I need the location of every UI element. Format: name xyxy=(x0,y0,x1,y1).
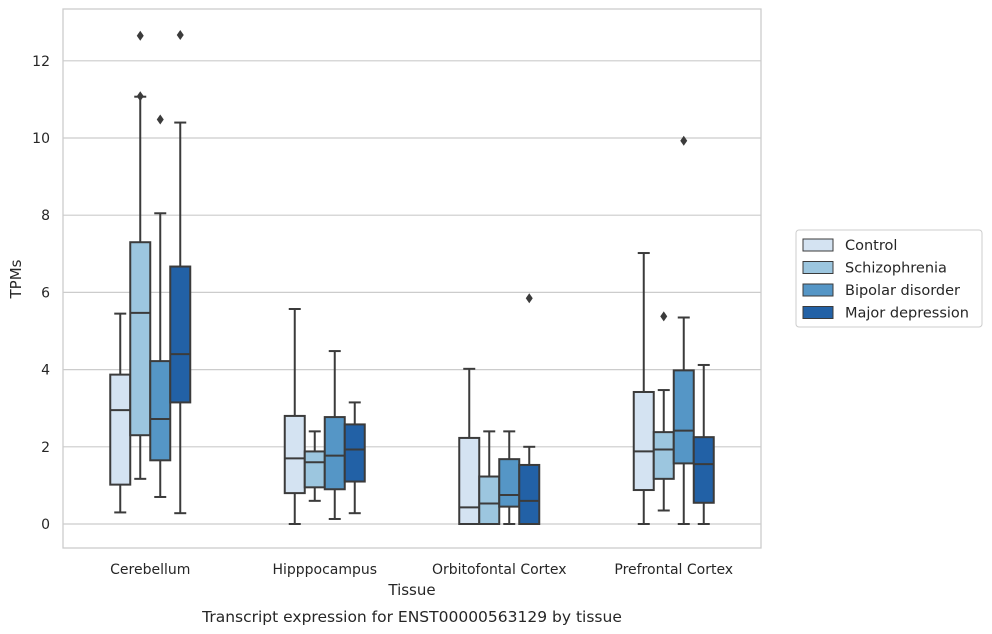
outlier-point xyxy=(680,135,688,146)
y-tick-label: 10 xyxy=(32,131,50,147)
outlier-point xyxy=(136,30,144,41)
box xyxy=(129,30,152,480)
y-tick-label: 12 xyxy=(32,54,50,70)
chart-caption: Transcript expression for ENST0000056312… xyxy=(201,608,622,626)
legend-label: Schizophrenia xyxy=(845,261,947,277)
box xyxy=(518,293,541,525)
plot-area-frame xyxy=(62,8,762,549)
box-body xyxy=(692,436,715,504)
box-body xyxy=(518,463,541,525)
legend-swatch xyxy=(802,306,834,319)
box-body xyxy=(129,241,152,437)
outlier-point xyxy=(156,114,164,125)
legend-item: Major depression xyxy=(802,306,969,322)
x-axis-title: Tissue xyxy=(387,581,435,599)
box xyxy=(652,311,675,512)
box-body xyxy=(652,431,675,480)
box-body xyxy=(498,458,521,508)
box xyxy=(283,307,306,525)
y-tick-label: 2 xyxy=(41,440,50,456)
legend-item: Bipolar disorder xyxy=(802,283,960,299)
box-body xyxy=(149,360,172,462)
series-control xyxy=(109,252,655,525)
legend: Control Schizophrenia Bipolar disorder Majo… xyxy=(795,229,983,328)
y-axis-ticks: 0 2 4 6 8 10 12 xyxy=(32,54,50,533)
box xyxy=(458,367,481,525)
box xyxy=(323,350,346,520)
box-body xyxy=(169,265,192,404)
x-tick-label: Orbitofontal Cortex xyxy=(432,562,567,578)
legend-label: Major depression xyxy=(845,306,969,322)
box xyxy=(672,135,695,525)
series-schizophrenia xyxy=(129,30,675,526)
outlier-point xyxy=(136,91,144,102)
box-series xyxy=(109,29,715,526)
x-tick-label: Cerebellum xyxy=(110,562,190,578)
legend-label: Bipolar disorder xyxy=(845,283,960,299)
box-body xyxy=(343,423,366,483)
legend-swatch xyxy=(802,283,834,297)
outlier-point xyxy=(660,311,668,322)
box-body xyxy=(672,369,695,465)
box-body xyxy=(632,390,655,492)
box-body xyxy=(478,475,501,526)
y-tick-label: 8 xyxy=(41,208,50,224)
box-body xyxy=(283,414,306,495)
x-tick-label: Prefrontal Cortex xyxy=(614,562,733,578)
box xyxy=(343,401,366,515)
legend-items: Control Schizophrenia Bipolar disorder Majo… xyxy=(802,238,969,322)
box-body xyxy=(458,436,481,525)
box-body xyxy=(303,450,326,489)
box-body xyxy=(109,373,132,486)
box xyxy=(498,430,521,525)
legend-item: Schizophrenia xyxy=(802,261,947,277)
box xyxy=(149,114,172,498)
box xyxy=(692,363,715,525)
box xyxy=(303,430,326,502)
legend-frame xyxy=(795,229,983,328)
y-tick-label: 0 xyxy=(41,517,50,533)
legend-swatch xyxy=(802,238,834,252)
x-axis-ticks: Cerebellum Hipppocampus Orbitofontal Corte… xyxy=(110,562,733,578)
y-axis-title: TPMs xyxy=(7,259,25,299)
legend-label: Control xyxy=(845,238,897,254)
legend-item: Control xyxy=(802,238,897,254)
legend-swatch xyxy=(802,261,834,274)
y-tick-label: 6 xyxy=(41,285,50,301)
series-major-depression xyxy=(169,29,715,525)
y-tick-label: 4 xyxy=(41,363,50,379)
series-bipolar-disorder xyxy=(149,114,695,525)
box xyxy=(169,29,192,515)
box-body xyxy=(323,416,346,491)
box xyxy=(109,312,132,514)
outlier-point xyxy=(525,293,533,304)
x-tick-label: Hipppocampus xyxy=(272,562,377,578)
outlier-point xyxy=(176,29,184,40)
